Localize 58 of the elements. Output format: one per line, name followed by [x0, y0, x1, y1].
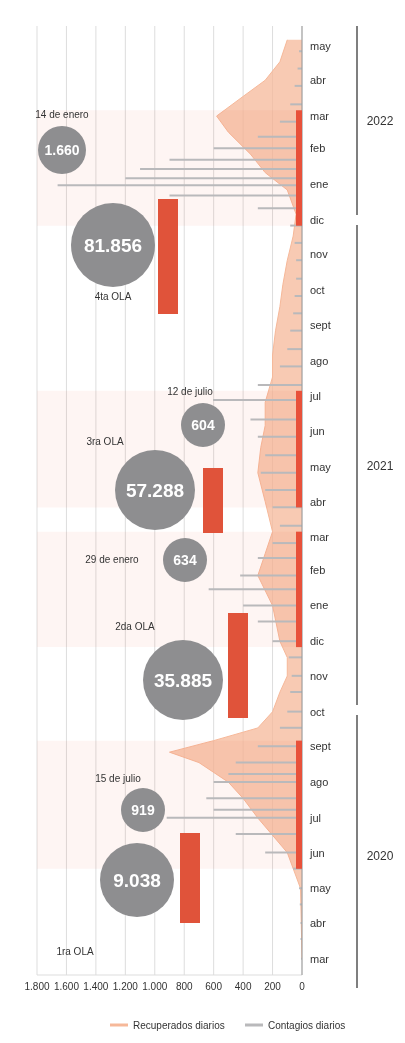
y-tick-label: nov: [310, 669, 329, 682]
annotation: 12 de julio: [167, 386, 214, 397]
legend-label: Contagios diarios: [268, 1020, 346, 1031]
x-tick-label: 1.800: [24, 981, 50, 993]
y-tick-label: mar: [310, 109, 330, 122]
y-tick-label: dic: [310, 635, 325, 648]
y-tick-label: oct: [310, 284, 325, 297]
y-tick-label: nov: [310, 248, 329, 261]
y-tick-label: jun: [309, 425, 325, 438]
y-tick-label: dic: [310, 213, 325, 226]
y-tick-label: sept: [310, 740, 331, 753]
annotation: 3ra OLA: [86, 436, 124, 447]
y-tick-label: may: [310, 460, 332, 473]
y-tick-label: abr: [310, 495, 327, 508]
y-tick-label: mar: [310, 531, 330, 544]
text: 2020: [366, 849, 394, 863]
annotation: 634: [173, 552, 197, 568]
annotation: 919: [131, 802, 155, 818]
annotation: 2da OLA: [115, 621, 156, 632]
annotation: 604: [191, 417, 215, 433]
x-tick-label: 1.000: [142, 981, 168, 993]
y-tick-label: may: [310, 39, 332, 52]
y-tick-label: ene: [310, 599, 329, 612]
text: 2021: [366, 459, 394, 473]
y-tick-label: feb: [310, 142, 326, 155]
x-tick-label: 400: [234, 981, 252, 993]
y-tick-label: ago: [310, 776, 329, 789]
annotation: 35.885: [153, 670, 213, 691]
x-tick-label: 1.400: [83, 981, 109, 993]
x-tick-label: 1.600: [53, 981, 80, 993]
annotation: 15 de julio: [95, 773, 142, 784]
legend-label: Recuperados diarios: [133, 1020, 225, 1031]
y-tick-label: oct: [310, 705, 325, 718]
y-tick-label: jul: [309, 811, 322, 824]
annotation: 1ra OLA: [56, 946, 94, 957]
x-tick-label: 1.200: [112, 981, 139, 993]
y-tick-label: jul: [309, 390, 322, 403]
y-tick-label: sept: [310, 318, 331, 331]
x-tick-label: 200: [264, 981, 282, 993]
annotation: 14 de enero: [35, 109, 90, 120]
y-tick-label: abr: [310, 74, 327, 87]
y-tick-label: may: [310, 882, 332, 895]
text: 2022: [366, 114, 394, 128]
annotation: 29 de enero: [85, 554, 140, 565]
x-tick-label: 0: [299, 981, 306, 993]
y-tick-label: jun: [309, 846, 325, 859]
x-tick-label: 600: [205, 981, 223, 993]
y-tick-label: mar: [310, 952, 330, 965]
annotation: 4ta OLA: [94, 291, 132, 302]
x-tick-label: 800: [175, 981, 193, 993]
annotation: 1.660: [44, 142, 80, 158]
annotation: 57.288: [125, 480, 185, 501]
annotation: 9.038: [113, 870, 161, 891]
y-tick-label: ago: [310, 354, 329, 367]
y-tick-label: ene: [310, 178, 329, 191]
y-tick-label: feb: [310, 563, 326, 576]
y-tick-label: abr: [310, 916, 327, 929]
annotation: 81.856: [83, 235, 143, 256]
